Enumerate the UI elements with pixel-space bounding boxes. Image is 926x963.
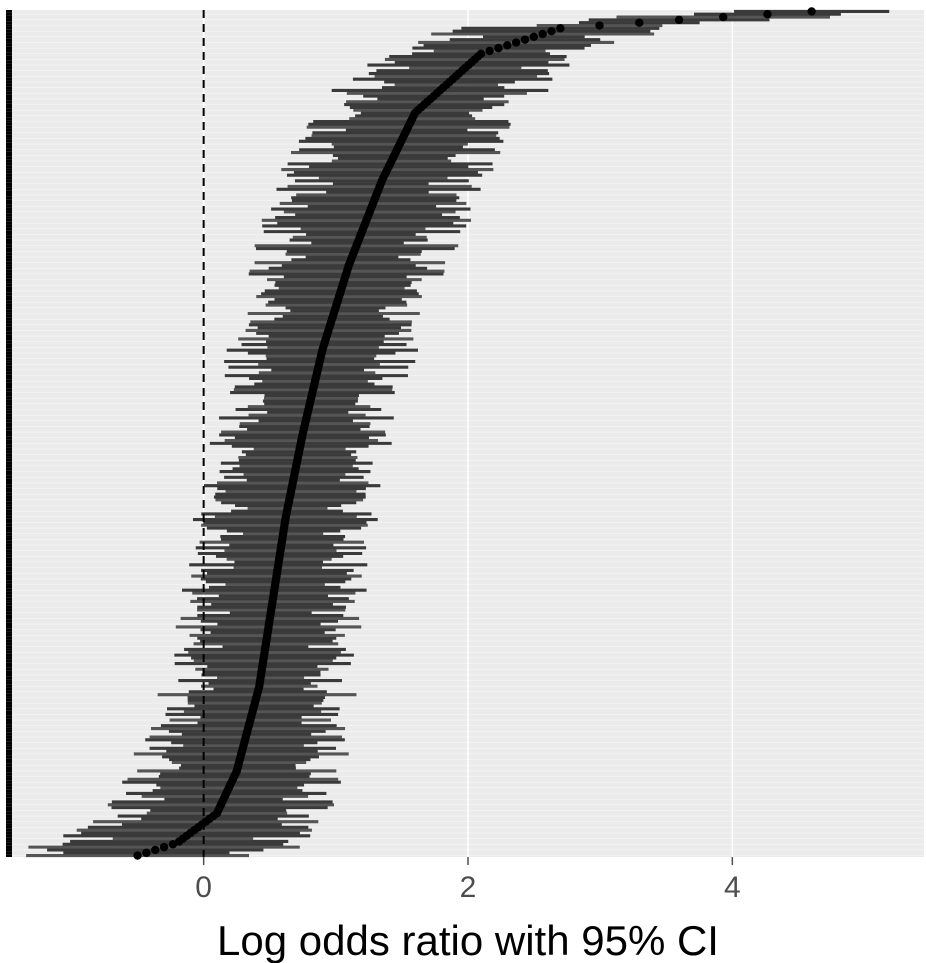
x-tick-label: 2	[460, 871, 477, 904]
point-estimate	[538, 29, 547, 39]
point-estimate	[142, 848, 151, 857]
x-tick-label: 0	[195, 871, 212, 904]
point-estimate	[494, 43, 503, 53]
point-estimate	[511, 38, 521, 47]
point-estimate	[476, 49, 486, 58]
point-estimate	[763, 10, 772, 19]
point-estimate	[485, 46, 494, 56]
point-estimate	[674, 15, 684, 25]
point-estimate	[635, 18, 644, 27]
point-estimate	[547, 26, 556, 36]
x-axis-title: Log odds ratio with 95% CI	[217, 917, 719, 963]
point-estimate	[719, 12, 728, 22]
point-estimate	[556, 24, 565, 33]
x-tick-label: 4	[724, 871, 741, 904]
point-estimate	[595, 21, 604, 30]
point-estimate	[133, 851, 142, 860]
point-estimate	[529, 32, 539, 42]
point-estimate	[159, 842, 169, 852]
point-estimate	[503, 41, 512, 50]
x-axis-ticks: 0 2 4	[195, 857, 741, 904]
point-estimate	[807, 7, 816, 16]
point-estimate	[151, 845, 160, 855]
y-axis-ticks	[6, 10, 12, 857]
point-estimate	[520, 35, 530, 44]
point-estimates	[133, 7, 816, 860]
point-estimate	[168, 840, 178, 849]
